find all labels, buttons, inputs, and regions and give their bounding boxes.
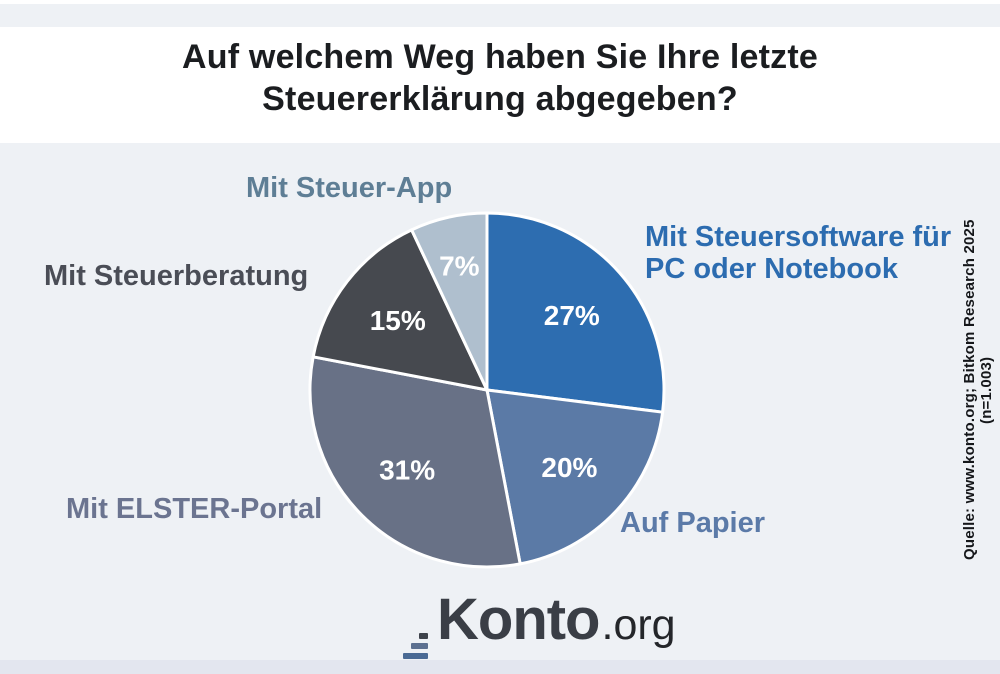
pie-value-label-4: 15% (370, 305, 426, 336)
callout-label-steuersoftware: Mit Steuersoftware für PC oder Notebook (645, 221, 952, 285)
pie-value-label-2: 20% (541, 452, 597, 483)
callout-label-steuerberatung: Mit Steuerberatung (44, 260, 309, 292)
page-title-line1: Auf welchem Weg haben Sie Ihre letzte (182, 38, 818, 76)
pie-slice-4 (311, 228, 489, 392)
pie-chart: 27% 20% 31% 15% 7% (308, 211, 666, 569)
top-strip (0, 4, 1000, 27)
logo-text-main: Konto (437, 587, 600, 652)
callout-label-auf-papier: Auf Papier (620, 507, 766, 539)
logo-bar-2 (411, 643, 428, 649)
callout-label-steuer-app: Mit Steuer-App (246, 172, 453, 204)
source-note: Quelle: www.konto.org; Bitkom Research 2… (961, 219, 995, 561)
page-title-line2: Steuererklärung abgegeben? (262, 80, 738, 118)
konto-logo: Konto .org (394, 586, 676, 674)
page-title: Auf welchem Weg haben Sie Ihre letzte St… (0, 36, 1000, 120)
callout-label-elster-portal: Mit ELSTER-Portal (66, 493, 323, 525)
pie-slice-5 (410, 211, 489, 392)
pie-slice-1 (485, 211, 666, 414)
logo-bar-3 (403, 653, 428, 659)
pie-value-label-5: 7% (439, 251, 480, 282)
pie-value-label-1: 27% (544, 300, 600, 331)
logo-bar-1 (419, 633, 428, 639)
logo-text-suffix: .org (601, 601, 676, 649)
pie-value-label-3: 31% (379, 454, 435, 485)
bottom-strip (0, 660, 1000, 674)
pie-slice-3 (308, 355, 522, 569)
pie-slice-2 (485, 388, 665, 566)
